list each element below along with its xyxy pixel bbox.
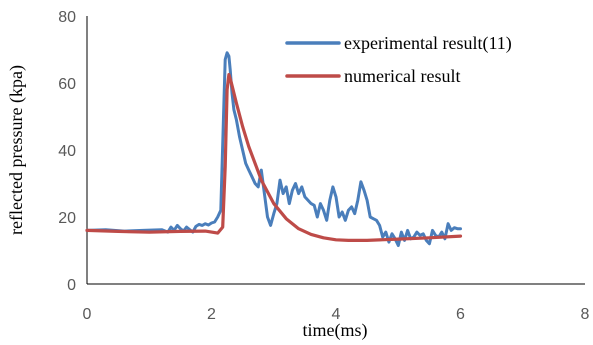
y-axis-label: reflected pressure (kpa) <box>6 65 27 235</box>
y-tick-label: 0 <box>67 277 76 294</box>
y-tick-labels: 0 20 40 60 80 <box>58 9 76 294</box>
x-axis-label: time(ms) <box>303 320 368 341</box>
legend: experimental result(11) numerical result <box>285 33 512 86</box>
y-tick-label: 80 <box>58 9 76 26</box>
legend-label: numerical result <box>344 66 460 86</box>
series-lines <box>85 51 463 247</box>
x-tick-label: 6 <box>456 306 465 323</box>
x-tick-label: 8 <box>581 306 590 323</box>
x-tick-labels: 0 2 4 6 8 <box>83 306 590 323</box>
x-tick-label: 4 <box>332 306 341 323</box>
y-tick-label: 20 <box>58 210 76 227</box>
y-tick-label: 40 <box>58 143 76 160</box>
y-tick-label: 60 <box>58 76 76 93</box>
series-line-numerical <box>85 72 463 242</box>
x-tick-label: 0 <box>83 306 92 323</box>
series-line-experimental <box>85 51 462 247</box>
x-tick-label: 2 <box>207 306 216 323</box>
legend-label: experimental result(11) <box>344 33 512 54</box>
